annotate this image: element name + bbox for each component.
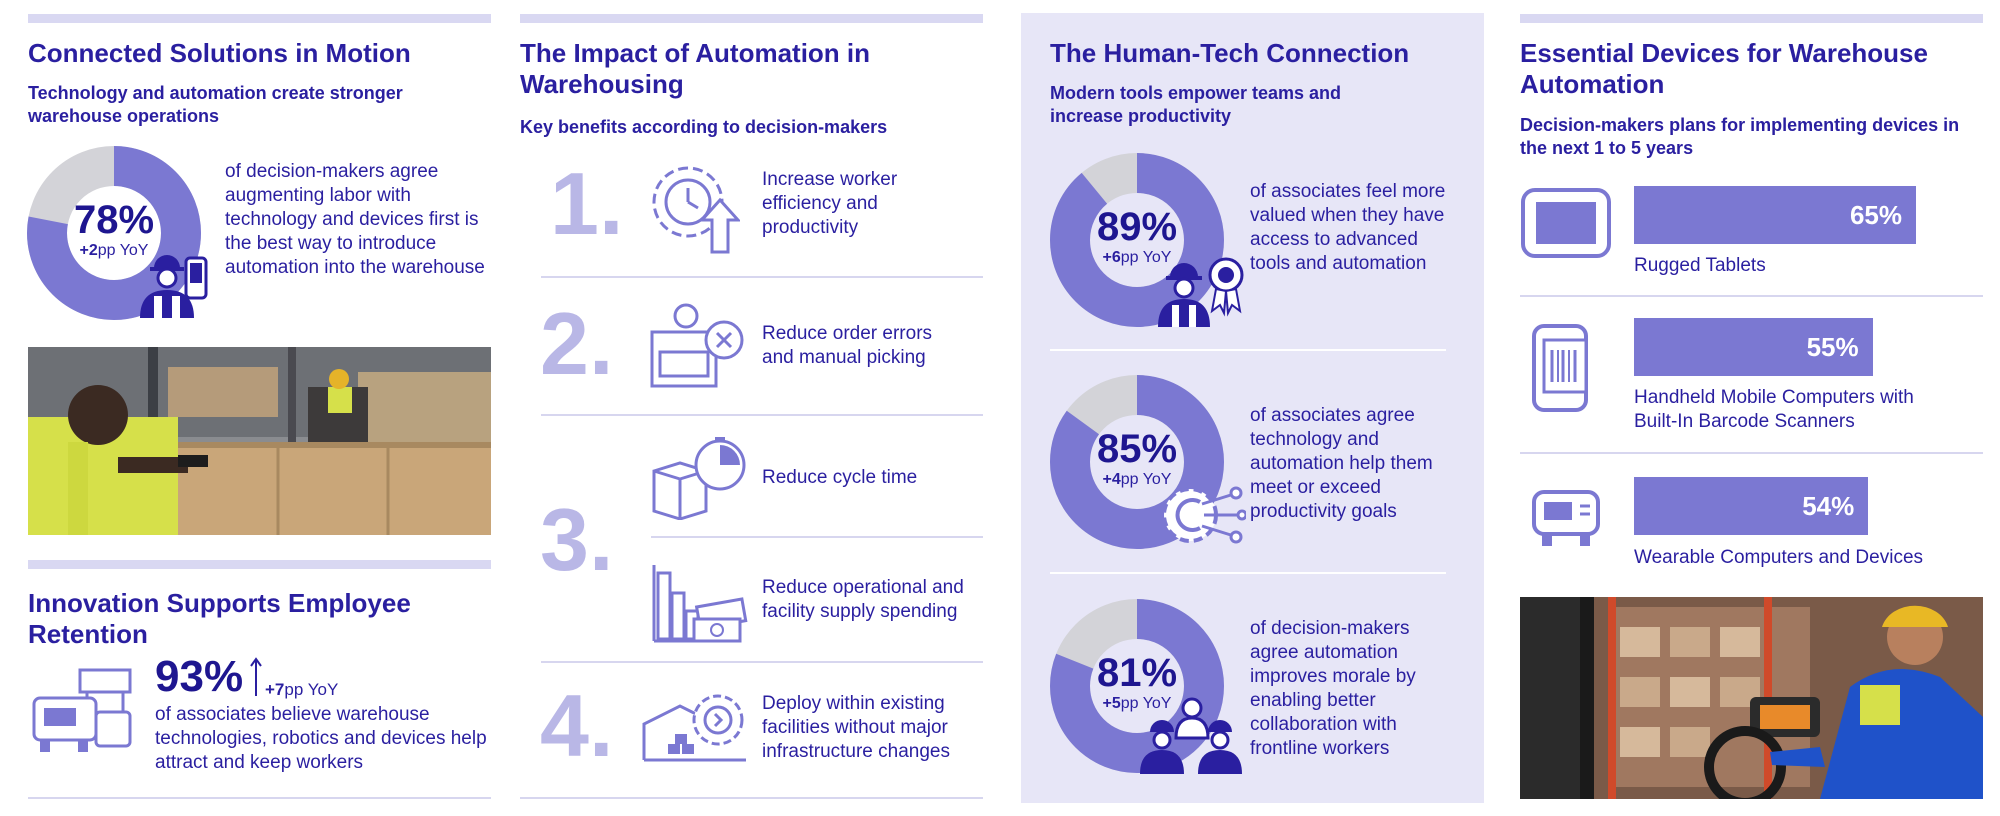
stat-85-yoy: +4pp YoY (1102, 471, 1172, 488)
benefit-divider-1 (541, 276, 983, 278)
benefit-2-text: Reduce order errors and manual picking (762, 323, 933, 368)
facility-gear-deploy-icon (642, 694, 746, 762)
human-tech-subtitle: Modern tools empower teams and increase … (1050, 83, 1342, 126)
column-2-top-bar (520, 14, 983, 23)
arrow-up-icon (250, 657, 262, 696)
rugged-tablets-label: Rugged Tablets (1634, 255, 1766, 276)
forklift-operator-photo (1520, 597, 1983, 799)
donut-chart-81 (1050, 599, 1224, 773)
retention-yoy: +7pp YoY (265, 680, 339, 699)
gear-clock-efficiency-icon (652, 166, 740, 254)
benefit-number-1: 1. (550, 154, 624, 253)
benefit-number-4: 4. (540, 676, 614, 775)
stat-81-percent: 81% (1096, 651, 1178, 695)
human-tech-divider-1 (1050, 349, 1446, 351)
rugged-tablet-icon (1521, 188, 1611, 258)
wearable-computers-label: Wearable Computers and Devices (1634, 547, 1924, 568)
stat-89-percent: 89% (1096, 205, 1178, 249)
benefit-3b-text: Reduce operational and facility supply s… (762, 577, 964, 622)
benefit-divider-3 (651, 536, 983, 538)
gear-circuit-icon (1162, 486, 1246, 544)
column-1-bottom-divider (28, 797, 491, 799)
handheld-computers-bar: 55% (1634, 318, 1873, 376)
stat-89-yoy: +6pp YoY (1102, 249, 1172, 266)
retention-93-percent: 93% (155, 652, 244, 701)
stat-78-yoy: +2pp YoY (79, 242, 149, 259)
benefit-3-text: Reduce cycle time (762, 467, 918, 488)
wearable-computers-value: 54% (1802, 491, 1855, 521)
human-tech-divider-2 (1050, 572, 1446, 574)
device-divider-2 (1520, 452, 1983, 454)
benefit-1-text: Increase worker efficiency and productiv… (762, 169, 898, 238)
retention-title: Innovation Supports Employee Retention (28, 588, 411, 649)
column-4-top-bar (1520, 14, 1983, 23)
retention-top-bar (28, 560, 491, 569)
warehouse-robot-devices-icon (32, 668, 132, 752)
connected-solutions-title: Connected Solutions in Motion (28, 38, 411, 68)
column-2-bottom-divider (520, 797, 983, 799)
essential-devices-subtitle: Decision-makers plans for implementing d… (1520, 115, 1960, 158)
connected-solutions-subtitle: Technology and automation create stronge… (28, 83, 403, 126)
box-stopwatch-cycle-icon (652, 437, 746, 520)
stat-78-percent: 78% (73, 198, 155, 242)
order-error-x-icon (650, 303, 744, 388)
rugged-tablets-value: 65% (1849, 200, 1902, 230)
worker-award-icon (1158, 257, 1244, 327)
donut-chart-89 (1050, 153, 1224, 327)
impact-title: The Impact of Automation in Warehousing (520, 38, 871, 99)
impact-subtitle: Key benefits according to decision-maker… (520, 117, 888, 137)
chart-money-spending-icon (652, 565, 748, 643)
rugged-tablets-bar: 65% (1634, 186, 1916, 244)
stat-81-description: of decision-makers agree automation impr… (1250, 618, 1416, 759)
device-divider-1 (1520, 295, 1983, 297)
donut-chart-78 (27, 146, 201, 320)
team-workers-icon (1140, 697, 1242, 774)
stat-85-description: of associates agree technology and autom… (1250, 405, 1433, 522)
handheld-computers-value: 55% (1806, 332, 1859, 362)
warehouse-scanner-photo (28, 347, 491, 535)
wearable-computers-bar: 54% (1634, 477, 1869, 535)
donut-chart-85 (1050, 375, 1224, 549)
wearable-computer-icon (1532, 490, 1600, 546)
human-tech-title: The Human-Tech Connection (1050, 38, 1410, 68)
column-1-top-bar (28, 14, 491, 23)
handheld-computers-label: Handheld Mobile Computers with Built-In … (1634, 387, 1914, 432)
benefit-4-text: Deploy within existing facilities withou… (762, 693, 950, 762)
stat-89-description: of associates feel more valued when they… (1250, 181, 1446, 274)
benefit-number-3: 3. (540, 490, 614, 589)
stat-85-percent: 85% (1096, 427, 1178, 471)
stat-78-description: of decision-makers agree augmenting labo… (225, 161, 485, 278)
benefit-divider-2 (541, 414, 983, 416)
retention-description: of associates believe warehouse technolo… (155, 704, 487, 773)
essential-devices-title: Essential Devices for Warehouse Automati… (1520, 38, 1928, 99)
benefit-number-2: 2. (540, 294, 614, 393)
stat-81-yoy: +5pp YoY (1102, 695, 1172, 712)
handheld-barcode-scanner-icon (1532, 324, 1588, 412)
worker-with-scanner-icon (140, 255, 208, 318)
benefit-divider-4 (541, 661, 983, 663)
